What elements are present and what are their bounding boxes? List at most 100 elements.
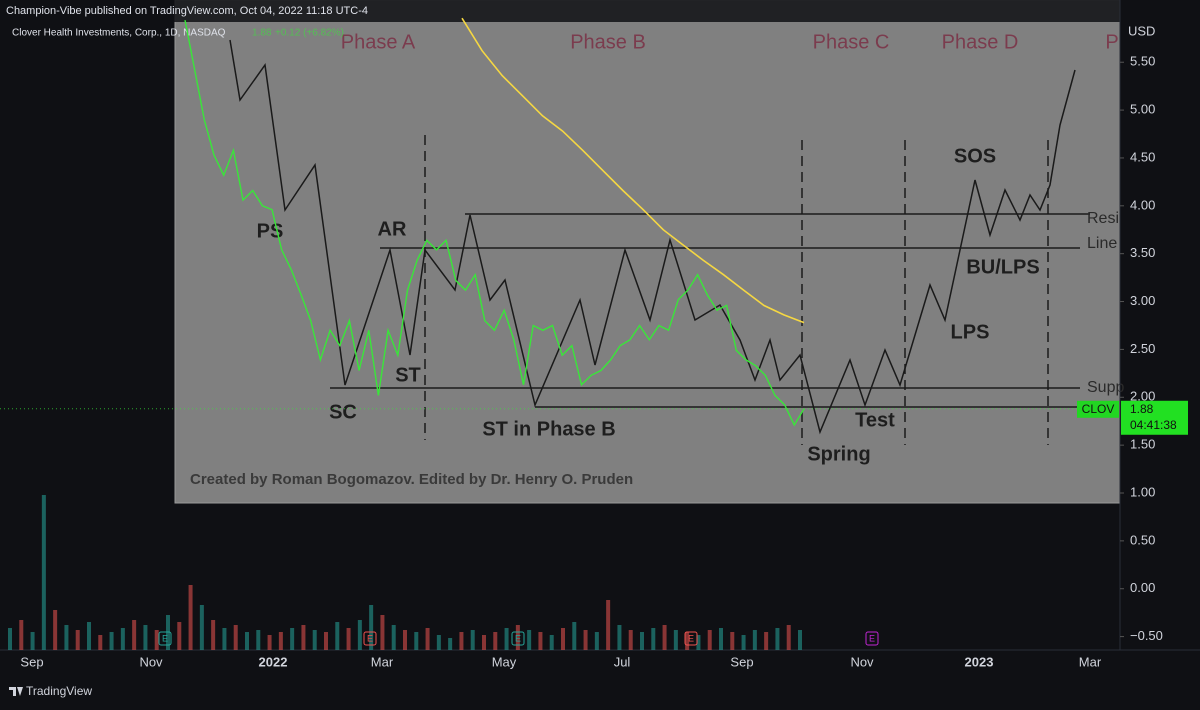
x-tick-label: 2023 — [965, 654, 994, 669]
volume-bar — [391, 625, 396, 650]
earnings-label: E — [515, 633, 521, 643]
volume-bar — [324, 632, 328, 650]
volume-bar — [764, 632, 769, 650]
y-tick-label: 2.50 — [1130, 341, 1155, 356]
volume-bar — [707, 630, 712, 650]
y-tick-label: 2.00 — [1130, 389, 1155, 404]
volume-bar — [594, 632, 599, 650]
volume-bar — [775, 628, 780, 650]
y-tick-label: 4.50 — [1130, 149, 1155, 164]
volume-bar — [752, 630, 757, 650]
volume-bar — [504, 628, 509, 650]
volume-bar — [19, 620, 24, 650]
volume-bar — [335, 622, 340, 650]
volume-bar — [312, 630, 317, 650]
volume-bar — [786, 625, 791, 650]
phase-label: Phase D — [942, 31, 1019, 53]
x-tick-label: Jul — [614, 654, 631, 669]
volume-bar — [448, 638, 453, 650]
volume-bar — [628, 630, 633, 650]
wyckoff-label: SOS — [954, 145, 996, 167]
volume-bar — [414, 632, 419, 650]
volume-bar — [425, 628, 430, 650]
volume-bar — [357, 620, 362, 650]
earnings-label: E — [162, 633, 168, 643]
volume-bar — [211, 620, 216, 650]
x-tick-label: Sep — [730, 654, 753, 669]
y-tick-label: 0.00 — [1130, 580, 1155, 595]
wyckoff-label: Supp — [1087, 379, 1124, 396]
volume-bar — [75, 630, 80, 650]
volume-bar — [222, 628, 227, 650]
earnings-marker — [684, 631, 698, 646]
volume-bar — [741, 635, 746, 650]
wyckoff-label: ST — [395, 364, 421, 386]
volume-bar — [606, 600, 611, 650]
volume-bar — [673, 630, 678, 650]
volume-bar — [662, 625, 667, 650]
earnings-label: E — [869, 633, 875, 643]
wyckoff-label: BU/LPS — [966, 256, 1039, 278]
volume-bar — [561, 628, 565, 650]
volume-bar — [470, 630, 475, 650]
wyckoff-label: Spring — [807, 443, 870, 465]
wyckoff-label: AR — [378, 218, 407, 240]
volume-bar — [41, 495, 46, 650]
volume-bar — [87, 622, 91, 650]
overlay-credit: Created by Roman Bogomazov. Edited by Dr… — [190, 471, 633, 488]
x-tick-label: May — [492, 654, 517, 669]
volume-bar — [346, 628, 351, 650]
volume-bar — [527, 630, 532, 650]
phase-label: Phase A — [341, 31, 416, 53]
volume-bar — [8, 628, 12, 650]
volume-bar — [369, 605, 374, 650]
volume-bar — [583, 630, 588, 650]
volume-bar — [685, 632, 690, 650]
phase-label: Phase C — [813, 31, 890, 53]
wyckoff-label: SC — [329, 401, 357, 423]
price-tag — [1121, 400, 1188, 435]
wyckoff-label: Line — [1087, 235, 1117, 252]
volume-bar — [640, 632, 644, 650]
wyckoff-label: Resi — [1087, 210, 1119, 227]
volume-bar — [696, 635, 701, 650]
volume-bar — [177, 622, 182, 650]
volume-bar — [199, 605, 204, 650]
volume-bar — [719, 628, 723, 650]
wyckoff-label: ST in Phase B — [482, 418, 615, 440]
volume-bar — [301, 625, 306, 650]
volume-bar — [120, 628, 125, 650]
volume-bar — [403, 630, 407, 650]
y-tick-label: 1.50 — [1130, 437, 1155, 452]
volume-bar — [53, 610, 58, 650]
volume-bar — [549, 635, 554, 650]
y-tick-label: −0.50 — [1130, 628, 1163, 643]
volume-bar — [64, 625, 69, 650]
volume-bar — [380, 615, 385, 650]
brand: TradingView — [26, 684, 92, 698]
volume-bar — [132, 620, 137, 650]
symbol-tag — [1077, 400, 1119, 418]
brand-logo — [9, 687, 23, 696]
wyckoff-overlay — [174, 0, 1121, 504]
phase-label: Phase B — [570, 31, 646, 53]
phase-label: P — [1105, 31, 1118, 53]
volume-bar — [798, 630, 802, 650]
volume-bar — [278, 632, 283, 650]
y-tick-label: 0.50 — [1130, 532, 1155, 547]
y-tick-label: 1.00 — [1130, 484, 1155, 499]
volume-bar — [493, 632, 498, 650]
volume-bar — [436, 635, 441, 650]
x-tick-label: Nov — [850, 654, 874, 669]
earnings-marker — [865, 631, 879, 646]
volume-bar — [482, 635, 486, 650]
wyckoff-label: LPS — [951, 321, 990, 343]
x-tick-label: Sep — [20, 654, 43, 669]
y-tick-label: 5.50 — [1130, 54, 1155, 69]
x-tick-label: 2022 — [259, 654, 288, 669]
volume-bar — [143, 625, 148, 650]
volume-bar — [233, 625, 238, 650]
volume-bar — [290, 628, 295, 650]
